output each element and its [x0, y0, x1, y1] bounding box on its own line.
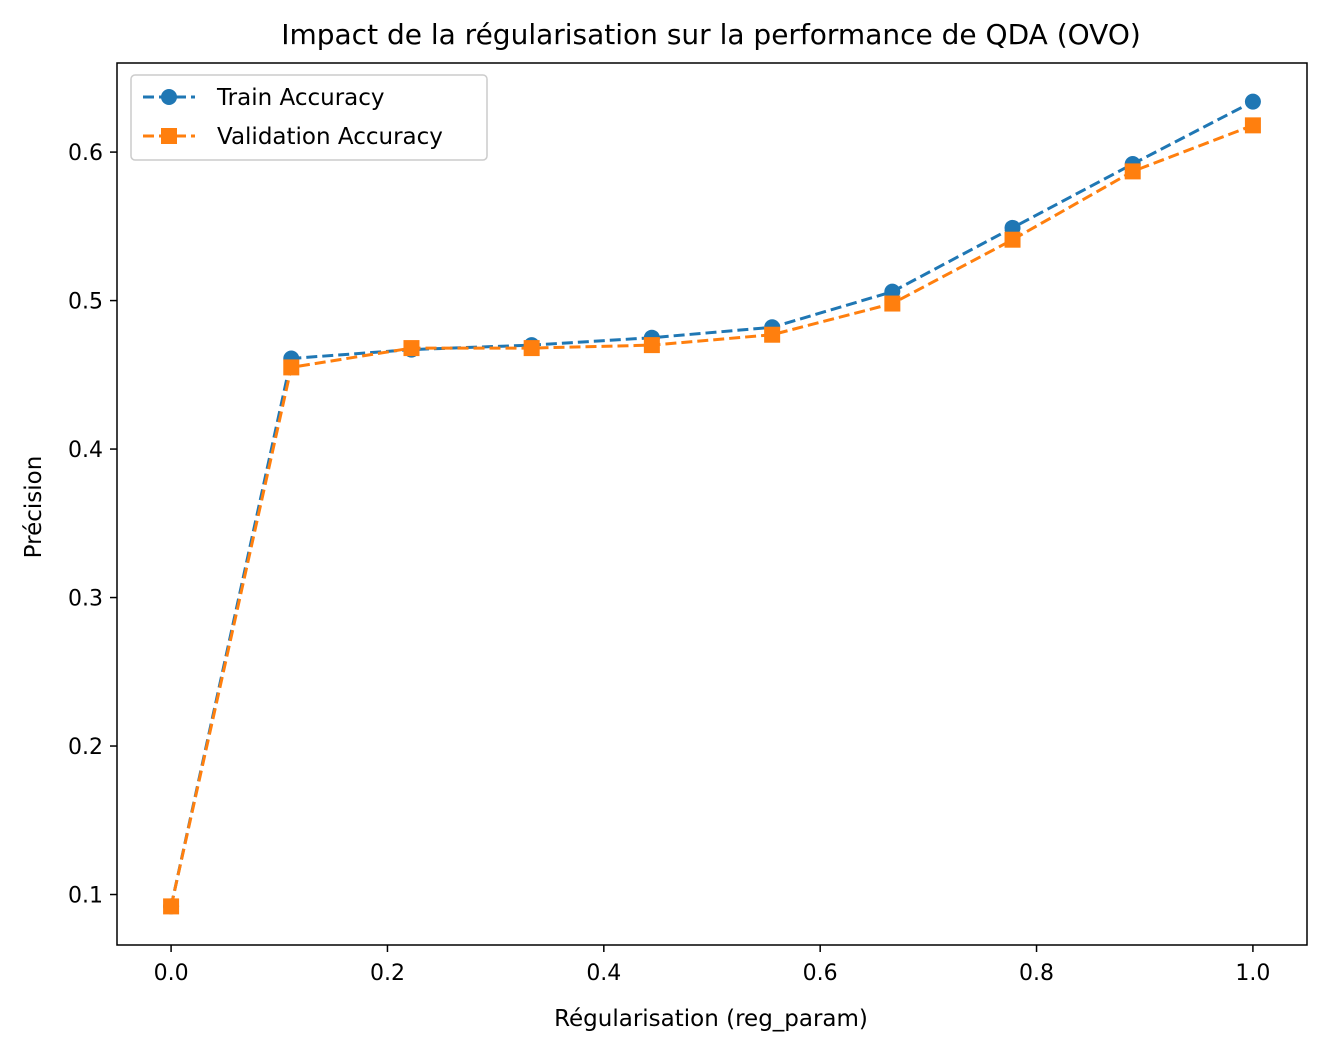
plot-layer	[163, 93, 1261, 915]
y-tick-label: 0.3	[68, 587, 103, 612]
x-tick-label: 0.2	[370, 961, 405, 986]
validation-point	[884, 295, 901, 312]
plot-frame	[116, 62, 1308, 946]
validation-point	[1244, 117, 1261, 134]
validation-point	[523, 340, 540, 357]
series-line-train	[169, 100, 1254, 907]
chart-title: Impact de la régularisation sur la perfo…	[281, 18, 1141, 51]
x-tick-label: 1.0	[1235, 961, 1270, 986]
train-point	[1244, 93, 1261, 110]
axes-layer: 0.0 0.2 0.4 0.6 0.8 1.0 0.1 0.2 0.3 0.4 0.5 0.6	[68, 62, 1308, 986]
y-tick-label: 0.2	[68, 735, 103, 760]
legend-marker-square	[161, 128, 177, 144]
y-axis-label: Précision	[21, 456, 47, 559]
x-tick-label: 0.4	[586, 961, 621, 986]
y-tick-label: 0.6	[68, 141, 103, 166]
x-tick-label: 0.8	[1019, 961, 1054, 986]
y-tick-label: 0.1	[68, 884, 103, 909]
x-axis-label: Régularisation (reg_param)	[554, 1006, 868, 1032]
legend-box	[130, 74, 488, 161]
legend-label: Validation Accuracy	[217, 124, 443, 150]
legend-label: Train Accuracy	[216, 85, 385, 111]
validation-point	[1124, 163, 1141, 180]
validation-point	[1004, 231, 1021, 248]
validation-point	[403, 340, 420, 357]
legend-marker-circle	[161, 89, 177, 105]
x-tick-label: 0.6	[803, 961, 838, 986]
y-tick-label: 0.4	[68, 438, 103, 463]
validation-point	[283, 359, 300, 376]
x-tick-label: 0.0	[154, 961, 189, 986]
validation-point	[764, 326, 781, 343]
series-line-validation	[169, 123, 1254, 907]
validation-point	[163, 898, 180, 915]
validation-point	[643, 337, 660, 354]
legend: Train Accuracy Validation Accuracy	[130, 74, 488, 161]
y-tick-label: 0.5	[68, 290, 103, 315]
